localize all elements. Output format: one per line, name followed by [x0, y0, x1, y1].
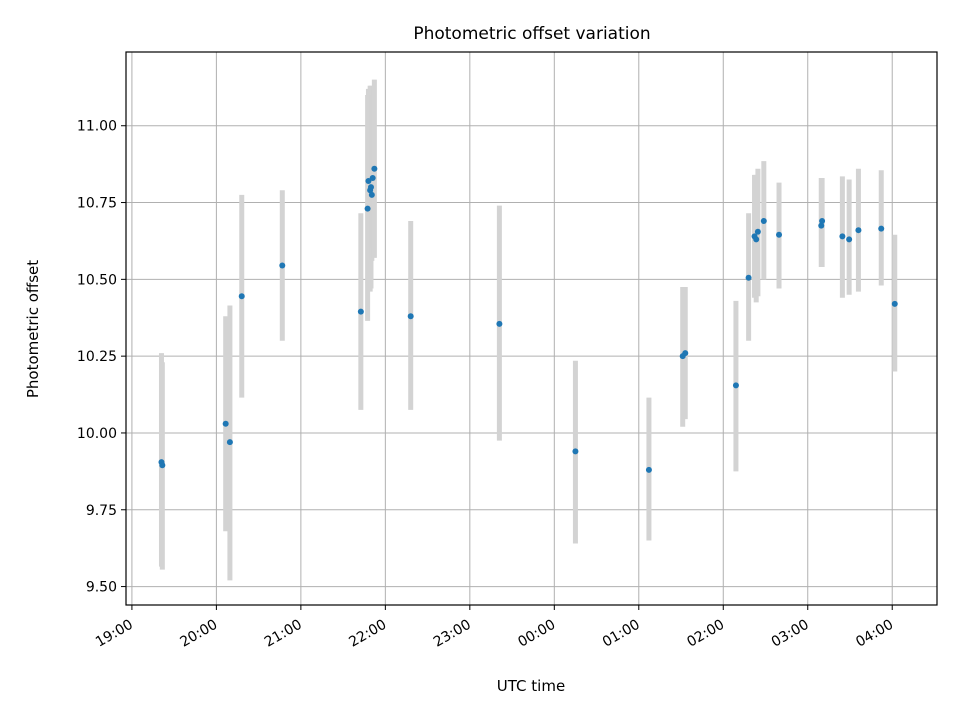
data-point [855, 227, 862, 234]
x-tick-label: 21:00 [262, 617, 305, 651]
data-point [818, 222, 825, 229]
y-tick-label: 10.75 [77, 196, 117, 212]
data-point [732, 382, 739, 389]
data-point [369, 174, 376, 181]
data-point [745, 274, 752, 281]
data-point [846, 236, 853, 243]
data-point [891, 300, 898, 307]
x-axis-ticks: 19:00 20:00 21:00 22:00 23:00 00:00 01:00 02:00… [93, 605, 896, 651]
data-point [238, 293, 245, 300]
data-point [364, 205, 371, 212]
y-tick-label: 9.75 [86, 503, 117, 519]
data-point [357, 308, 364, 315]
y-tick-label: 11.00 [77, 119, 117, 135]
x-tick-label: 00:00 [515, 617, 558, 651]
y-tick-label: 10.00 [77, 426, 117, 442]
data-point [226, 439, 233, 446]
x-tick-label: 23:00 [431, 617, 474, 651]
data-point [878, 225, 885, 232]
chart-title: Photometric offset variation [413, 24, 650, 44]
y-tick-label: 9.50 [86, 580, 117, 596]
x-axis-label: UTC time [497, 677, 565, 695]
data-point [682, 350, 689, 357]
data-point [365, 178, 372, 185]
x-tick-label: 19:00 [93, 617, 136, 651]
data-point [368, 191, 375, 198]
data-point [222, 420, 229, 427]
grid-layer [126, 52, 937, 605]
data-point [496, 320, 503, 327]
x-tick-label: 03:00 [769, 617, 812, 651]
y-axis-ticks: 9.50 9.75 10.00 10.25 10.50 10.75 11.00 [77, 119, 126, 596]
x-tick-label: 20:00 [177, 617, 220, 651]
data-point [753, 236, 760, 243]
x-tick-label: 02:00 [684, 617, 727, 651]
x-tick-label: 01:00 [600, 617, 643, 651]
x-tick-label: 04:00 [853, 617, 896, 651]
data-point [572, 448, 579, 455]
data-point [407, 313, 414, 320]
data-point [371, 165, 378, 172]
data-point [279, 262, 286, 269]
data-point [159, 462, 166, 469]
data-point [776, 231, 783, 238]
point-layer [158, 165, 898, 473]
y-tick-label: 10.25 [77, 349, 117, 365]
y-tick-label: 10.50 [77, 272, 117, 288]
data-point [760, 217, 767, 224]
data-point [819, 217, 826, 224]
data-point [645, 466, 652, 473]
data-point [754, 228, 761, 235]
axes-frame [125, 51, 938, 606]
y-axis-label: Photometric offset [24, 260, 42, 398]
x-tick-label: 22:00 [346, 617, 389, 651]
data-point [367, 184, 374, 191]
data-point [839, 233, 846, 240]
errorbar-layer [158, 79, 898, 581]
